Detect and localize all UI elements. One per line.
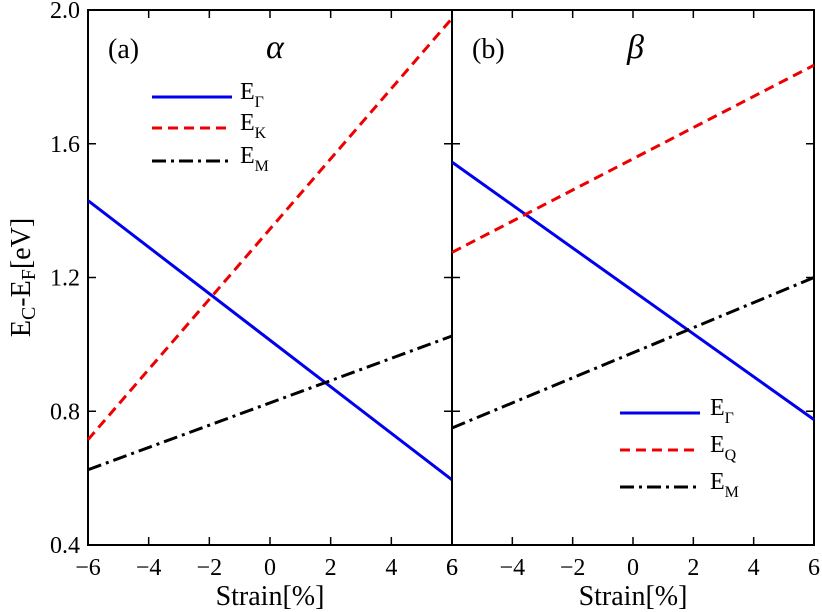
- y-tick-label: 0.8: [50, 399, 80, 425]
- x-tick-label: 4: [385, 555, 397, 581]
- x-axis-title: Strain[%]: [579, 581, 688, 612]
- y-tick-label: 1.2: [50, 266, 80, 292]
- series-line-e: [451, 160, 815, 421]
- panel-tag: (b): [472, 34, 505, 65]
- plot-frame: [87, 9, 453, 546]
- x-tick-label: 6: [808, 555, 820, 581]
- legend-label: EM: [240, 143, 269, 175]
- x-tick-label: 4: [748, 555, 760, 581]
- x-tick-label: 6: [446, 555, 458, 581]
- x-tick-label: 6: [446, 555, 458, 581]
- series-line-e: [87, 199, 453, 481]
- phase-label: α: [266, 29, 285, 66]
- x-tick-label: −6: [75, 555, 101, 581]
- series-line-em: [451, 276, 815, 430]
- legend: EΓ EQ EM: [620, 395, 739, 501]
- x-tick-label: 0: [627, 555, 639, 581]
- series-line-eq: [451, 63, 815, 254]
- phase-label: β: [626, 29, 644, 66]
- panel-b: 6 −4 −2 0 2 4 6 Strain[%] (b) β EΓ EQ EM: [446, 9, 820, 612]
- y-tick-label: 2.0: [50, 0, 80, 24]
- legend-label: EM: [710, 469, 739, 501]
- legend-label: EK: [240, 110, 267, 142]
- legend-label: EQ: [710, 432, 737, 464]
- series-line-em: [87, 334, 453, 472]
- y-axis-title: EC-EF[eV]: [6, 218, 40, 337]
- panel-tag: (a): [108, 34, 139, 65]
- x-tick-label: −4: [136, 555, 162, 581]
- plot-frame: [451, 9, 815, 546]
- x-tick-label: −2: [560, 555, 586, 581]
- legend-label: EΓ: [240, 79, 264, 111]
- x-tick-label: 0: [264, 555, 276, 581]
- x-tick-label: −2: [197, 555, 223, 581]
- y-tick-label: 1.6: [50, 132, 80, 158]
- x-axis-title: Strain[%]: [216, 581, 325, 612]
- x-tick-label: −4: [500, 555, 526, 581]
- y-tick-label: 0.4: [50, 533, 80, 559]
- x-tick-label: 2: [687, 555, 699, 581]
- x-tick-label: 2: [325, 555, 337, 581]
- legend-label: EΓ: [710, 395, 734, 427]
- series-line-ek: [86, 17, 454, 441]
